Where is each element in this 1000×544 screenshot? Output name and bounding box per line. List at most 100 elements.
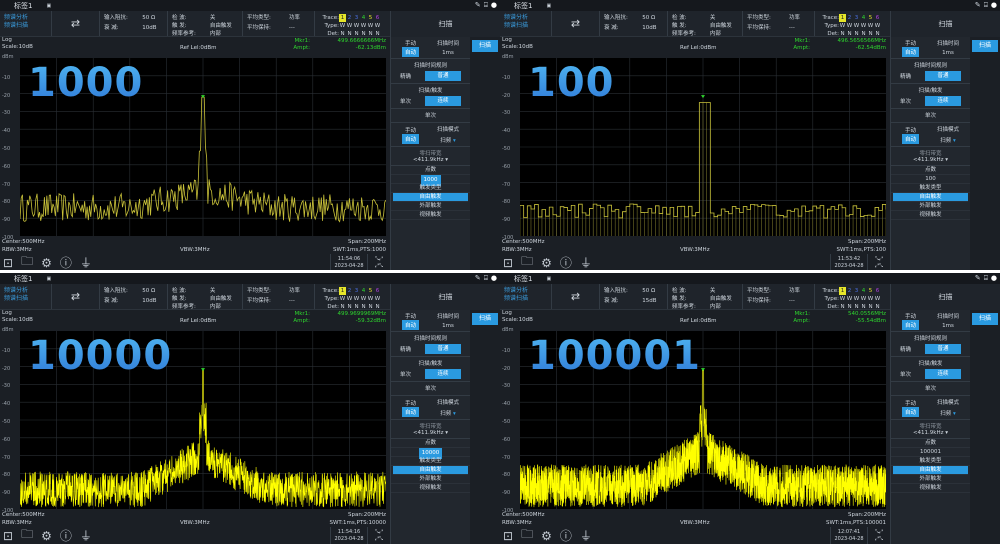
- sweep-softkey[interactable]: 扫描: [472, 313, 498, 325]
- rbw[interactable]: RBW:3MHz: [2, 247, 32, 253]
- screenshot-icon[interactable]: ⊡: [3, 255, 14, 270]
- continuous-option[interactable]: 连续: [924, 369, 961, 379]
- zero-span-select[interactable]: <411.9kHz ▾: [393, 157, 468, 163]
- trace-4-toggle[interactable]: 4: [861, 288, 866, 294]
- zero-span-select[interactable]: <411.9kHz ▾: [893, 157, 968, 163]
- sweep-time-manual[interactable]: 手动: [904, 313, 916, 320]
- trace-6-toggle[interactable]: 6: [375, 15, 380, 21]
- swap-icon[interactable]: ⇄: [52, 11, 100, 36]
- sweep-mode-select[interactable]: 扫频 ▾: [937, 409, 959, 417]
- trace-3-toggle[interactable]: 3: [354, 288, 359, 294]
- trace-5-toggle[interactable]: 5: [868, 288, 873, 294]
- single-sweep-button[interactable]: 单次: [891, 109, 970, 123]
- sweep-rule-accurate[interactable]: 精确: [399, 347, 411, 353]
- center-frequency[interactable]: Center:500MHz: [502, 239, 545, 245]
- sweep-rule-accurate[interactable]: 精确: [399, 74, 411, 80]
- power-icon[interactable]: ●: [990, 274, 997, 282]
- sweep-mode-manual[interactable]: 手动: [904, 127, 916, 134]
- pin-icon[interactable]: ▣: [546, 2, 552, 9]
- sweep-rule-normal[interactable]: 普通: [924, 344, 961, 354]
- trigger-free-run[interactable]: 自由触发: [393, 466, 468, 475]
- span[interactable]: Span:200MHz: [848, 239, 886, 245]
- trace-1-toggle[interactable]: 1: [339, 14, 346, 22]
- screenshot-icon[interactable]: ⊡: [3, 528, 14, 543]
- exit-icon[interactable]: ⍈: [983, 1, 988, 9]
- continuous-option[interactable]: 连续: [424, 96, 461, 106]
- preset-icon[interactable]: ⏚: [579, 529, 592, 543]
- power-icon[interactable]: ●: [990, 1, 997, 9]
- sweep-mode-auto[interactable]: 自动: [401, 406, 419, 417]
- screenshot-icon[interactable]: ⊡: [503, 528, 514, 543]
- window-layout-icons[interactable]: ⤡⤢ ⤢⤡: [374, 256, 383, 269]
- span[interactable]: Span:200MHz: [348, 512, 386, 518]
- trace-5-toggle[interactable]: 5: [868, 15, 873, 21]
- sweep-time-auto[interactable]: 自动: [401, 319, 419, 330]
- sweep-time-manual[interactable]: 手动: [904, 40, 916, 47]
- single-option[interactable]: 单次: [399, 372, 411, 378]
- sweep-mode-manual[interactable]: 手动: [404, 400, 416, 407]
- preset-icon[interactable]: ⏚: [79, 256, 92, 270]
- trigger-external[interactable]: 外部触发: [391, 475, 470, 484]
- preset-icon[interactable]: ⏚: [79, 529, 92, 543]
- trace-5-toggle[interactable]: 5: [368, 15, 373, 21]
- trigger-free-run[interactable]: 自由触发: [893, 466, 968, 475]
- points-input[interactable]: 100001: [891, 448, 970, 457]
- tab-title[interactable]: 标签1: [14, 274, 33, 283]
- sweep-rule-normal[interactable]: 普通: [424, 71, 461, 81]
- sweep-mode-manual[interactable]: 手动: [404, 127, 416, 134]
- single-sweep-button[interactable]: 单次: [391, 382, 470, 396]
- tab-title[interactable]: 标签1: [514, 274, 533, 283]
- sweep-time-manual[interactable]: 手动: [404, 40, 416, 47]
- trace-3-toggle[interactable]: 3: [854, 15, 859, 21]
- rbw[interactable]: RBW:3MHz: [502, 520, 532, 526]
- trigger-video[interactable]: 视频触发: [891, 484, 970, 493]
- help-icon[interactable]: ⓘ: [59, 529, 72, 543]
- tab-title[interactable]: 标签1: [514, 1, 533, 10]
- trace-2-toggle[interactable]: 2: [847, 15, 852, 21]
- pin-icon[interactable]: ▣: [546, 275, 552, 282]
- sweep-mode-select[interactable]: 扫频 ▾: [437, 136, 459, 144]
- trace-4-toggle[interactable]: 4: [361, 288, 366, 294]
- mode-selector[interactable]: 频谱分析 频谱扫描: [500, 284, 552, 309]
- sweep-time-manual[interactable]: 手动: [404, 313, 416, 320]
- edit-icon[interactable]: ✎: [974, 1, 981, 9]
- trigger-video[interactable]: 视频触发: [391, 484, 470, 493]
- trigger-external[interactable]: 外部触发: [391, 202, 470, 211]
- sweep-mode-select[interactable]: 扫频 ▾: [437, 409, 459, 417]
- rbw[interactable]: RBW:3MHz: [2, 520, 32, 526]
- tab-title[interactable]: 标签1: [14, 1, 33, 10]
- swap-icon[interactable]: ⇄: [52, 284, 100, 309]
- points-input[interactable]: 10000: [391, 448, 470, 459]
- exit-icon[interactable]: ⍈: [983, 274, 988, 282]
- single-sweep-button[interactable]: 单次: [391, 109, 470, 123]
- spectrum-plot[interactable]: [20, 58, 386, 236]
- sweep-mode-auto[interactable]: 自动: [401, 133, 419, 144]
- power-icon[interactable]: ●: [490, 274, 497, 282]
- trigger-external[interactable]: 外部触发: [891, 202, 970, 211]
- vbw[interactable]: VBW:3MHz: [680, 247, 710, 253]
- sweep-time-auto[interactable]: 自动: [901, 46, 919, 57]
- sweep-time-auto[interactable]: 自动: [901, 319, 919, 330]
- pin-icon[interactable]: ▣: [46, 2, 52, 9]
- gear-icon[interactable]: ⚙: [41, 255, 52, 270]
- preset-icon[interactable]: ⏚: [579, 256, 592, 270]
- points-input[interactable]: 1000: [391, 175, 470, 186]
- gear-icon[interactable]: ⚙: [541, 528, 552, 543]
- edit-icon[interactable]: ✎: [474, 274, 481, 282]
- trace-4-toggle[interactable]: 4: [861, 15, 866, 21]
- sweep-time-value[interactable]: 1ms: [442, 323, 454, 329]
- sweep-time-auto[interactable]: 自动: [401, 46, 419, 57]
- span[interactable]: Span:200MHz: [348, 239, 386, 245]
- spectrum-plot[interactable]: [20, 331, 386, 509]
- help-icon[interactable]: ⓘ: [559, 529, 572, 543]
- zero-span-select[interactable]: <411.9kHz ▾: [893, 430, 968, 436]
- sweep-time-value[interactable]: 1ms: [942, 323, 954, 329]
- exit-icon[interactable]: ⍈: [483, 274, 488, 282]
- window-layout-icons[interactable]: ⤡⤢ ⤢⤡: [874, 529, 883, 542]
- vbw[interactable]: VBW:3MHz: [180, 247, 210, 253]
- sweep-time-value[interactable]: 1ms: [942, 50, 954, 56]
- edit-icon[interactable]: ✎: [474, 1, 481, 9]
- trace-6-toggle[interactable]: 6: [375, 288, 380, 294]
- sweep-mode-auto[interactable]: 自动: [901, 133, 919, 144]
- sweep-mode-manual[interactable]: 手动: [904, 400, 916, 407]
